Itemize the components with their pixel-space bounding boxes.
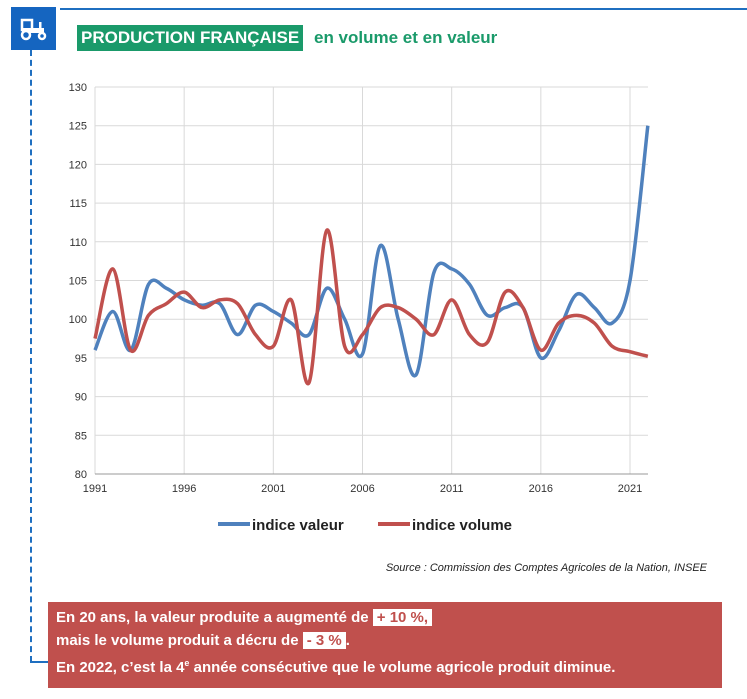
y-tick-label: 110 [69,237,87,249]
summary-line2: mais le volume produit a décru de [56,632,303,649]
chart-subtitle: en volume et en valeur [314,28,498,47]
dashed-connector [30,50,32,662]
y-tick-label: 115 [69,198,87,210]
value-decrease: - 3 % [302,632,346,649]
x-tick-label: 1996 [172,483,196,495]
value-increase: + 10 %, [372,609,433,626]
chart-title: PRODUCTION FRANÇAISE [77,25,304,51]
x-tick-label: 2021 [618,483,642,495]
source-note: Source : Commission des Comptes Agricole… [385,562,707,574]
y-tick-label: 120 [69,159,87,171]
line-chart: 80 85 90 95 100 105 110 115 120 125 130 1991 1996 200… [69,82,650,534]
summary-line2-end: . [345,632,350,649]
tractor-icon [11,7,56,50]
y-tick-label: 125 [69,121,87,133]
connector-end [30,661,50,663]
legend-label: indice valeur [252,517,344,534]
x-tick-label: 2006 [350,483,374,495]
y-tick-label: 80 [75,469,87,481]
x-tick-label: 2011 [440,483,464,495]
summary-line3b: année consécutive que le volume agricole… [189,659,616,676]
summary-line1: En 20 ans, la valeur produite a augmenté… [56,609,373,626]
y-tick-label: 105 [69,276,87,288]
summary-line3a: En 2022, c’est la 4 [56,659,185,676]
summary-sup: e [184,658,190,668]
y-tick-label: 130 [69,82,87,94]
series-line-valeur [93,125,650,378]
y-tick-label: 85 [75,430,87,442]
x-tick-label: 1991 [83,483,107,495]
summary-box: En 20 ans, la valeur produite a augmenté… [48,602,722,688]
y-tick-label: 95 [75,353,87,365]
top-rule [60,8,747,10]
x-tick-label: 2001 [261,483,285,495]
series-line-volume [93,228,649,386]
legend-label: indice volume [412,517,512,534]
y-tick-label: 100 [69,314,87,326]
x-tick-label: 2016 [529,483,553,495]
y-tick-label: 90 [75,392,87,404]
